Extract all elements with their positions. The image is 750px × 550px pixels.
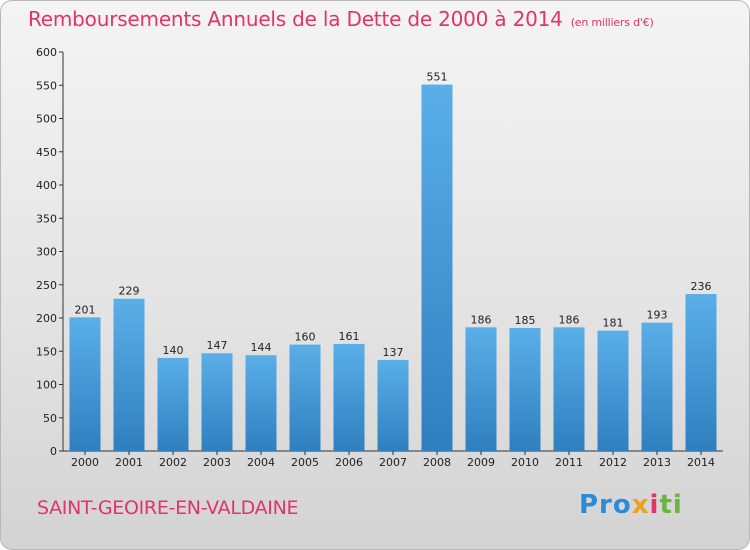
- y-tick-label: 100: [36, 379, 57, 392]
- value-label-2004: 144: [251, 341, 272, 354]
- value-label-2014: 236: [691, 280, 712, 293]
- bar-2009: [465, 327, 497, 451]
- bar-2001: [113, 298, 145, 451]
- bar-2012: [597, 330, 629, 451]
- x-tick-label-2010: 2010: [511, 456, 539, 469]
- bar-2000: [69, 317, 101, 451]
- x-tick-label-2004: 2004: [247, 456, 275, 469]
- logo-part-3: i: [649, 490, 660, 520]
- x-tick-label-2011: 2011: [555, 456, 583, 469]
- y-tick-label: 0: [50, 445, 57, 458]
- y-tick-label: 300: [36, 246, 57, 259]
- bar-2011: [553, 327, 585, 451]
- proxiti-logo[interactable]: Proxiti: [579, 490, 683, 520]
- x-tick-label-2001: 2001: [115, 456, 143, 469]
- x-tick-label-2007: 2007: [379, 456, 407, 469]
- value-label-2001: 229: [119, 285, 140, 298]
- value-label-2006: 161: [339, 330, 360, 343]
- y-tick-label: 550: [36, 79, 57, 92]
- value-label-2009: 186: [471, 313, 492, 326]
- logo-part-4: ti: [659, 490, 683, 520]
- x-tick-label-2012: 2012: [599, 456, 627, 469]
- y-tick-label: 600: [36, 46, 57, 59]
- x-tick-label-2006: 2006: [335, 456, 363, 469]
- bar-2002: [157, 357, 189, 451]
- y-tick-label: 350: [36, 212, 57, 225]
- y-tick-label: 50: [43, 412, 57, 425]
- x-tick-label-2013: 2013: [643, 456, 671, 469]
- bar-2005: [289, 344, 321, 451]
- bar-2006: [333, 343, 365, 451]
- value-label-2000: 201: [75, 303, 96, 316]
- bar-2010: [509, 327, 541, 451]
- x-tick-label-2005: 2005: [291, 456, 319, 469]
- bar-2007: [377, 359, 409, 451]
- x-tick-label-2002: 2002: [159, 456, 187, 469]
- bar-2008: [421, 84, 453, 452]
- bar-2004: [245, 355, 277, 451]
- value-label-2012: 181: [603, 317, 624, 330]
- value-label-2013: 193: [647, 309, 668, 322]
- bar-2003: [201, 353, 233, 451]
- logo-part-2: x: [631, 490, 650, 520]
- bar-2013: [641, 322, 673, 451]
- value-label-2005: 160: [295, 331, 316, 344]
- chart-unit: (en milliers d'€): [570, 16, 654, 29]
- y-tick-label: 400: [36, 179, 57, 192]
- commune-name: SAINT-GEOIRE-EN-VALDAINE: [37, 497, 299, 519]
- y-tick-label: 450: [36, 146, 57, 159]
- y-tick-label: 500: [36, 113, 57, 126]
- value-label-2010: 185: [515, 314, 536, 327]
- chart-bars: [69, 84, 717, 452]
- chart-title: Remboursements Annuels de la Dette de 20…: [28, 7, 654, 31]
- y-tick-label: 150: [36, 345, 57, 358]
- chart-title-text: Remboursements Annuels de la Dette de 20…: [28, 7, 563, 31]
- logo-part-1: Pro: [579, 490, 632, 520]
- bar-2014: [685, 294, 717, 451]
- value-label-2007: 137: [383, 346, 404, 359]
- value-label-2003: 147: [207, 339, 228, 352]
- value-label-2011: 186: [559, 313, 580, 326]
- value-label-2002: 140: [163, 344, 184, 357]
- y-tick-label: 200: [36, 312, 57, 325]
- x-tick-label-2000: 2000: [71, 456, 99, 469]
- x-tick-label-2014: 2014: [687, 456, 715, 469]
- x-tick-label-2008: 2008: [423, 456, 451, 469]
- value-label-2008: 551: [427, 71, 448, 84]
- x-tick-label-2009: 2009: [467, 456, 495, 469]
- chart-labels: 2000 201 2001 229 2002 140 2003 147 2004 144 2005 1…: [71, 71, 715, 469]
- y-tick-label: 250: [36, 279, 57, 292]
- x-tick-label-2003: 2003: [203, 456, 231, 469]
